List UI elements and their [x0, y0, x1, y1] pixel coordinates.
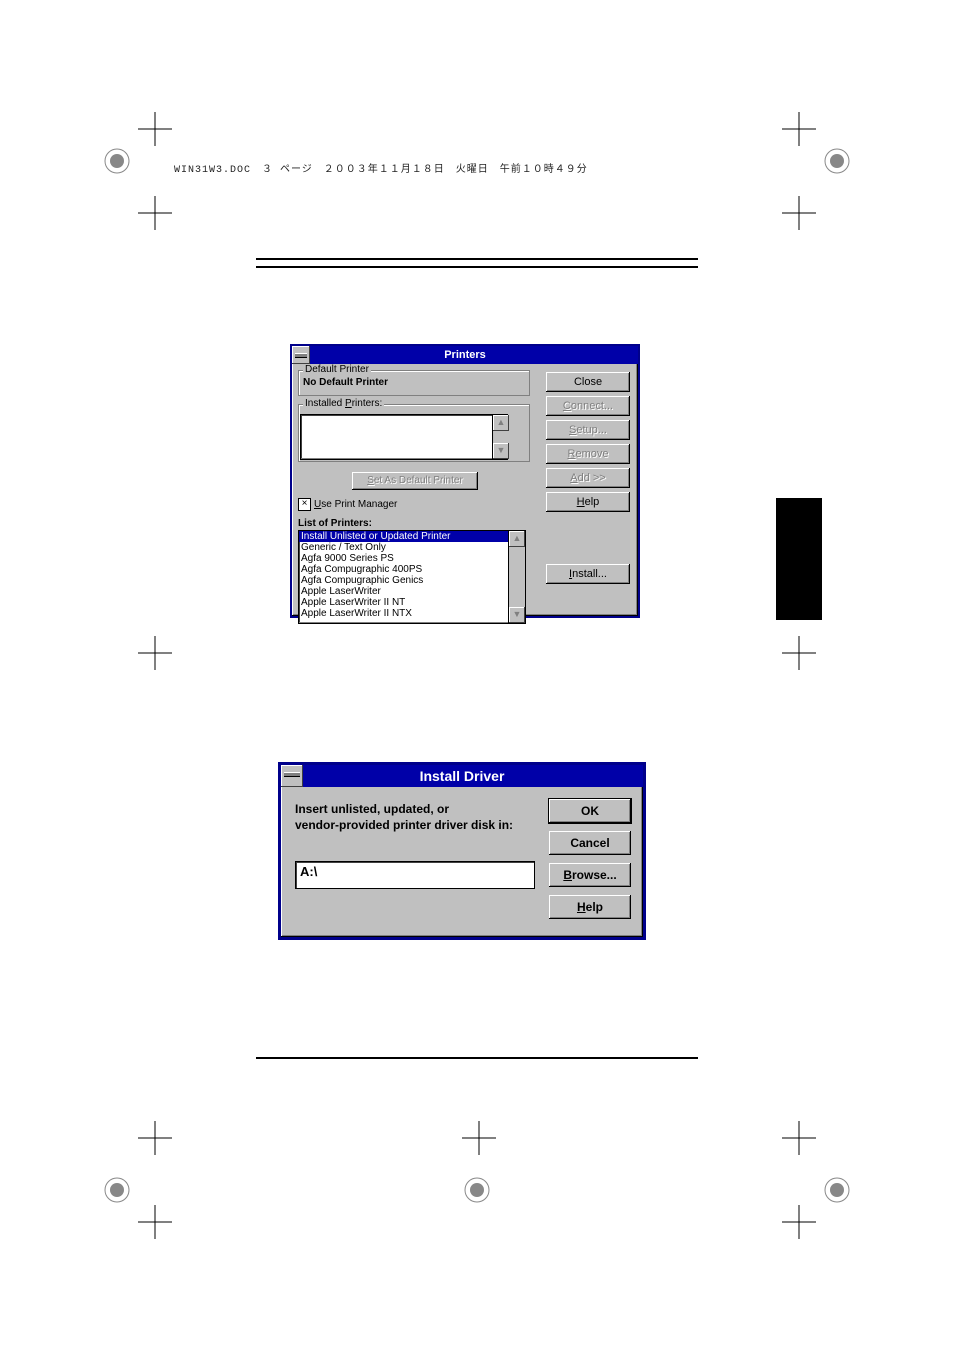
scroll-up-icon[interactable]: ▲	[509, 531, 525, 547]
prompt-line: vendor-provided printer driver disk in:	[295, 818, 513, 832]
list-of-printers-label: List of Printers:	[298, 518, 372, 529]
set-default-button: Set As Default Printer	[352, 472, 478, 490]
list-item[interactable]: Agfa Compugraphic Genics	[299, 575, 525, 586]
install-button[interactable]: Install...	[546, 564, 630, 584]
titlebar[interactable]: Printers	[292, 346, 638, 364]
setup-button: Setup...	[546, 420, 630, 440]
prompt-text: Insert unlisted, updated, or vendor-prov…	[295, 801, 513, 833]
crop-mark	[782, 1205, 816, 1239]
ok-button[interactable]: OK	[549, 799, 631, 823]
button-column: OK Cancel Browse... Help	[549, 799, 631, 927]
crop-mark	[782, 636, 816, 670]
scrollbar[interactable]: ▲ ▼	[492, 415, 509, 459]
registration-mark	[102, 146, 132, 176]
install-driver-dialog: Install Driver Insert unlisted, updated,…	[278, 762, 646, 940]
crop-mark	[138, 196, 172, 230]
scroll-up-icon[interactable]: ▲	[493, 415, 509, 431]
printer-list[interactable]: Install Unlisted or Updated PrinterGener…	[298, 530, 526, 624]
page-header: WIN31W3.DOC ３ ページ ２００３年１１月１８日 火曜日 午前１０時４…	[174, 160, 588, 176]
list-item[interactable]: Install Unlisted or Updated Printer	[299, 531, 525, 542]
browse-button[interactable]: Browse...	[549, 863, 631, 887]
system-menu-icon[interactable]	[281, 765, 303, 787]
list-item[interactable]: Apple LaserWriter	[299, 586, 525, 597]
checkbox-icon: ×	[298, 498, 311, 511]
installed-printers-list[interactable]: ▲ ▼	[300, 414, 508, 460]
group-label: Installed Printers:	[303, 398, 384, 409]
help-button[interactable]: Help	[549, 895, 631, 919]
list-item[interactable]: Apple LaserWriter II NTX	[299, 608, 525, 619]
dialog-body: Default Printer No Default Printer Insta…	[292, 364, 638, 376]
crop-mark	[782, 112, 816, 146]
rule-bottom	[256, 1057, 698, 1059]
connect-button: Connect...	[546, 396, 630, 416]
edge-tab	[776, 498, 822, 620]
path-input[interactable]: A:\	[295, 861, 535, 889]
registration-mark	[822, 1175, 852, 1205]
list-item[interactable]: Generic / Text Only	[299, 542, 525, 553]
registration-mark	[822, 146, 852, 176]
default-printer-value: No Default Printer	[303, 377, 388, 388]
dialog-title: Install Driver	[420, 768, 505, 784]
crop-mark	[138, 636, 172, 670]
crop-mark	[138, 1121, 172, 1155]
list-item[interactable]: Apple LaserWriter II NT	[299, 597, 525, 608]
dialog-body: Insert unlisted, updated, or vendor-prov…	[281, 787, 643, 799]
default-printer-group: Default Printer No Default Printer	[298, 370, 530, 396]
rule-top	[256, 258, 698, 268]
titlebar[interactable]: Install Driver	[281, 765, 643, 787]
crop-mark	[138, 112, 172, 146]
cancel-button[interactable]: Cancel	[549, 831, 631, 855]
list-item[interactable]: Agfa Compugraphic 400PS	[299, 564, 525, 575]
crop-mark	[138, 1205, 172, 1239]
crop-mark	[782, 196, 816, 230]
prompt-line: Insert unlisted, updated, or	[295, 802, 449, 816]
dialog-title: Printers	[444, 349, 486, 361]
close-button[interactable]: Close	[546, 372, 630, 392]
registration-mark	[462, 1175, 492, 1205]
scroll-down-icon[interactable]: ▼	[493, 443, 509, 459]
remove-button: Remove	[546, 444, 630, 464]
system-menu-icon[interactable]	[292, 346, 310, 364]
button-column: Close Connect... Setup... Remove Add >> …	[546, 372, 630, 516]
use-print-manager-checkbox[interactable]: ×Use Print Manager	[298, 498, 397, 511]
scroll-down-icon[interactable]: ▼	[509, 607, 525, 623]
help-button[interactable]: Help	[546, 492, 630, 512]
registration-mark	[102, 1175, 132, 1205]
crop-mark	[462, 1121, 496, 1155]
document-page: WIN31W3.DOC ３ ページ ２００３年１１月１８日 火曜日 午前１０時４…	[0, 0, 954, 1351]
scrollbar[interactable]: ▲ ▼	[508, 531, 525, 623]
list-item[interactable]: Agfa 9000 Series PS	[299, 553, 525, 564]
printers-dialog: Printers Default Printer No Default Prin…	[290, 344, 640, 618]
group-label: Default Printer	[303, 364, 371, 375]
add-button: Add >>	[546, 468, 630, 488]
crop-mark	[782, 1121, 816, 1155]
